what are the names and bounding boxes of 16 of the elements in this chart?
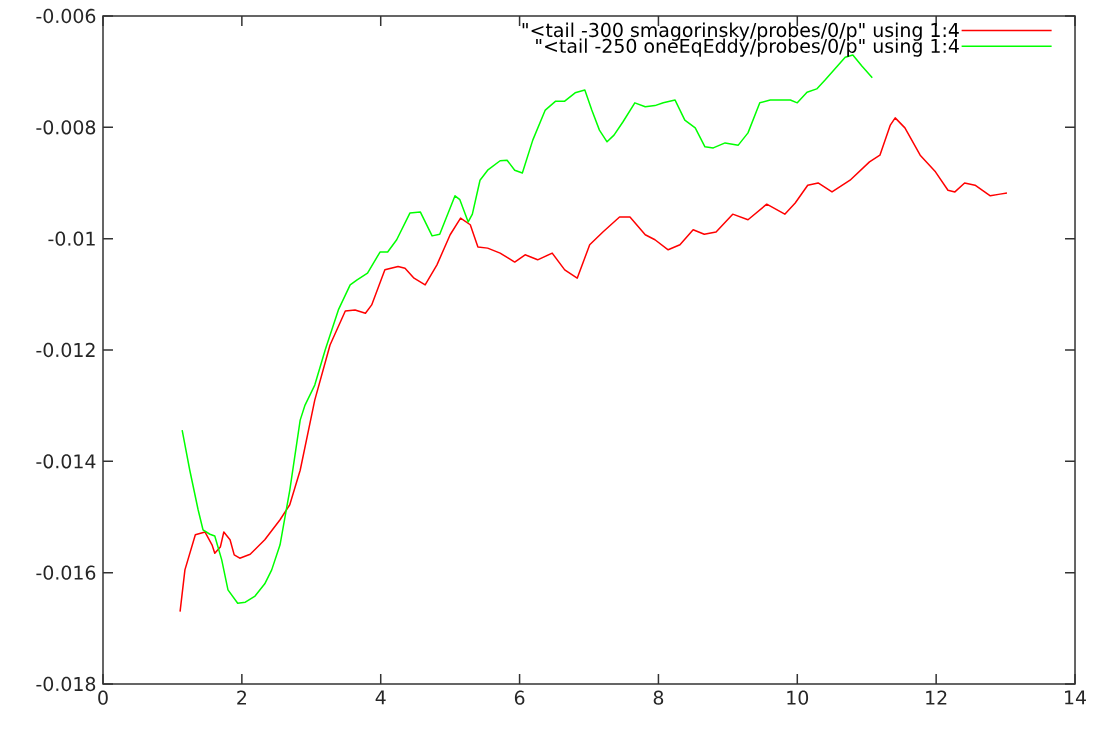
y-tick-label: -0.014: [36, 454, 96, 469]
x-tick-label: 14: [1065, 690, 1086, 705]
y-tick-label: -0.01: [48, 231, 95, 246]
x-tick-label: 4: [375, 690, 386, 705]
x-tick-label: 6: [514, 690, 525, 705]
y-tick-label: -0.012: [36, 342, 95, 358]
x-tick-label: 12: [926, 690, 947, 705]
x-tick-label: 10: [787, 690, 809, 705]
x-tick-label: 2: [237, 690, 246, 705]
y-tick-label: -0.006: [36, 8, 96, 24]
y-tick-label: -0.018: [36, 676, 96, 692]
y-tick-label: -0.016: [36, 565, 96, 580]
x-tick-label: 8: [653, 690, 664, 705]
y-tick-label: -0.008: [36, 120, 96, 135]
x-tick-label: 0: [98, 690, 108, 705]
line-series: [179, 117, 1008, 613]
